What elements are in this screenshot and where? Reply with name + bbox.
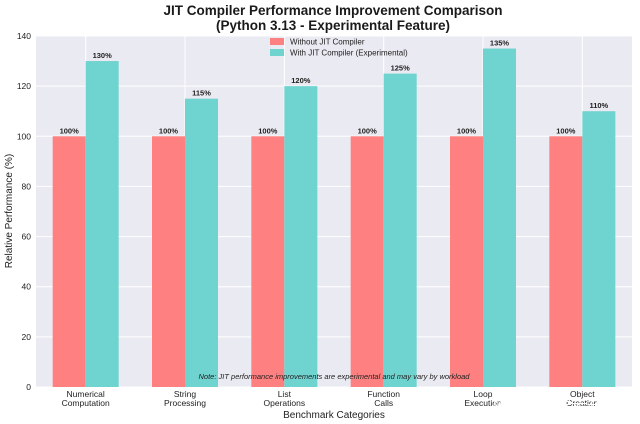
bar-without-jit bbox=[450, 136, 483, 387]
annotation-note: Note: JIT performance improvements are e… bbox=[199, 372, 471, 381]
x-tick-label: Loop Execution bbox=[464, 389, 502, 408]
bar-value-label: 110% bbox=[589, 101, 608, 110]
y-tick-label: 80 bbox=[22, 181, 32, 191]
bar-with-jit bbox=[483, 48, 516, 388]
bar-value-label: 120% bbox=[291, 76, 311, 85]
legend-label: Without JIT Compiler bbox=[290, 38, 365, 47]
bar-value-label: 135% bbox=[490, 39, 510, 48]
bar-labels: 100% 100% 100% 100% 100% 100% 130% 115% 120% 125%… bbox=[60, 39, 609, 136]
bar-without-jit bbox=[52, 136, 86, 387]
x-tick-label: String Processing bbox=[164, 389, 206, 408]
bar-without-jit bbox=[350, 136, 384, 387]
legend-swatch bbox=[270, 49, 284, 56]
legend-swatch bbox=[270, 38, 284, 45]
bars bbox=[52, 48, 616, 388]
bar-without-jit bbox=[152, 136, 185, 387]
legend: Without JIT Compiler With JIT Compiler (E… bbox=[270, 38, 408, 58]
y-tick-label: 100 bbox=[17, 131, 31, 141]
bar-without-jit bbox=[549, 136, 583, 387]
bar-value-label: 100% bbox=[556, 126, 576, 135]
y-tick-label: 20 bbox=[22, 332, 32, 342]
x-axis-label: Benchmark Categories bbox=[283, 410, 385, 421]
bar-value-label: 100% bbox=[457, 126, 477, 135]
bar-without-jit bbox=[251, 136, 285, 387]
x-tick-label: List Operations bbox=[264, 389, 306, 408]
x-tick-label: Numerical Computation bbox=[62, 389, 110, 408]
x-tick-label: Function Calls bbox=[367, 389, 400, 408]
y-tick-label: 0 bbox=[26, 382, 31, 392]
bar-value-label: 130% bbox=[93, 51, 113, 60]
bar-with-jit bbox=[383, 73, 417, 387]
y-tick-label: 40 bbox=[22, 282, 32, 292]
bar-value-label: 100% bbox=[60, 126, 80, 135]
watermark: 头条 @阿里云开发者 bbox=[493, 397, 632, 414]
bar-value-label: 125% bbox=[391, 64, 411, 73]
chart-subtitle: (Python 3.13 - Experimental Feature) bbox=[216, 18, 450, 33]
bar-value-label: 115% bbox=[192, 89, 211, 98]
bar-with-jit bbox=[185, 98, 218, 387]
y-axis-label: Relative Performance (%) bbox=[4, 154, 15, 268]
y-tick-label: 60 bbox=[22, 232, 32, 242]
y-tick-label: 120 bbox=[17, 81, 31, 91]
bar-value-label: 100% bbox=[159, 126, 179, 135]
x-tick-label: Object Creation bbox=[566, 389, 598, 408]
y-tick-label: 140 bbox=[17, 31, 31, 41]
chart-title: JIT Compiler Performance Improvement Com… bbox=[163, 3, 502, 18]
bar-with-jit bbox=[284, 86, 318, 388]
bar-value-label: 100% bbox=[358, 126, 378, 135]
plot-area bbox=[36, 36, 632, 387]
bar-value-label: 100% bbox=[258, 126, 278, 135]
legend-label: With JIT Compiler (Experimental) bbox=[290, 49, 408, 58]
x-tick-labels: Numerical Computation String Processing List… bbox=[62, 389, 599, 408]
bar-with-jit bbox=[582, 111, 616, 387]
bar-with-jit bbox=[85, 61, 119, 387]
y-tick-labels: 0 20 40 60 80 100 120 140 bbox=[17, 31, 31, 392]
